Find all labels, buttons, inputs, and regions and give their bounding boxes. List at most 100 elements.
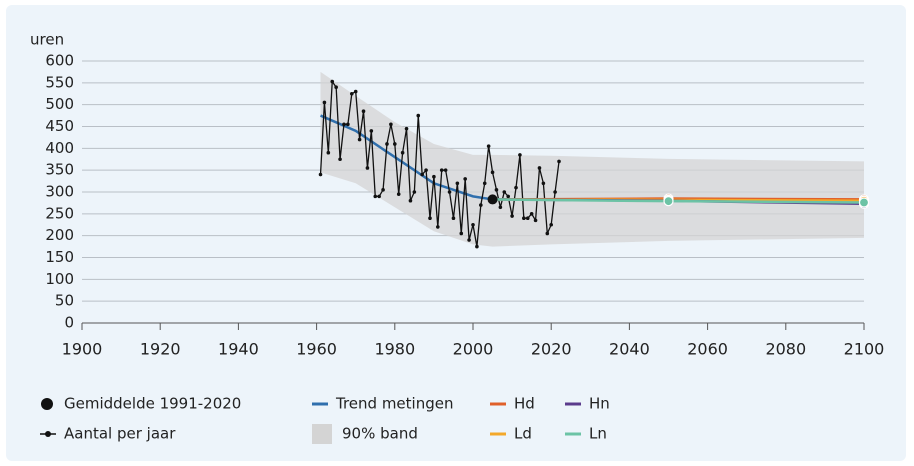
point <box>416 113 421 118</box>
point <box>522 216 526 220</box>
point <box>447 190 452 194</box>
point <box>404 126 409 131</box>
point <box>479 203 483 207</box>
point <box>330 79 335 84</box>
legend-label: Ln <box>589 425 607 443</box>
point <box>432 174 436 179</box>
point <box>487 194 498 205</box>
point <box>510 214 514 218</box>
point <box>338 157 342 162</box>
x-tick-label: 2060 <box>687 340 728 359</box>
point <box>533 218 538 223</box>
point <box>858 197 870 208</box>
point <box>549 222 553 227</box>
point <box>385 142 389 146</box>
legend-label: Aantal per jaar <box>64 425 176 443</box>
point <box>424 168 428 172</box>
point <box>369 129 374 133</box>
point <box>467 238 471 242</box>
point <box>514 185 518 190</box>
point <box>420 172 424 177</box>
y-tick-label: 100 <box>45 270 74 288</box>
y-tick-label: 300 <box>45 183 74 201</box>
point <box>502 190 507 194</box>
point <box>412 190 417 194</box>
point <box>408 198 413 203</box>
legend-marker <box>41 398 53 410</box>
band <box>320 71 864 247</box>
point <box>471 222 475 227</box>
point <box>482 181 487 186</box>
legend-label: Ld <box>514 425 532 443</box>
point <box>518 153 522 157</box>
point <box>506 194 510 199</box>
x-tick-label: 2040 <box>609 340 650 359</box>
y-tick-label: 0 <box>64 314 74 332</box>
y-tick-label: 600 <box>45 52 74 70</box>
point <box>322 100 327 105</box>
point <box>486 144 491 148</box>
y-tick-label: 350 <box>45 161 74 179</box>
x-tick-label: 2080 <box>765 340 806 359</box>
x-tick-label: 1960 <box>296 340 337 359</box>
x-tick-label: 2000 <box>453 340 494 359</box>
point <box>529 212 534 216</box>
point <box>381 188 385 192</box>
point <box>428 216 432 220</box>
point <box>396 192 401 196</box>
point <box>389 122 393 127</box>
x-tick-label: 1940 <box>218 340 259 359</box>
point <box>342 122 346 127</box>
point <box>436 225 440 229</box>
legend-marker <box>312 424 332 444</box>
point <box>545 231 550 236</box>
point <box>525 216 530 220</box>
point <box>373 194 378 199</box>
point <box>463 177 467 181</box>
point <box>318 172 323 177</box>
y-tick-label: 450 <box>45 117 74 135</box>
point <box>365 166 370 170</box>
y-tick-label: 250 <box>45 204 74 222</box>
y-tick-label: 500 <box>45 95 74 113</box>
legend-label: 90% band <box>342 425 418 443</box>
y-axis-label: uren <box>30 31 64 49</box>
legend-label: Hd <box>514 395 535 413</box>
point <box>393 142 397 146</box>
point <box>443 168 448 172</box>
legend-marker <box>45 431 51 437</box>
series-line <box>319 79 560 247</box>
point <box>400 150 405 155</box>
point <box>353 89 358 94</box>
point <box>475 244 479 249</box>
point <box>377 194 381 199</box>
x-tick-label: 2020 <box>531 340 572 359</box>
y-tick-label: 50 <box>55 292 74 310</box>
point <box>494 188 499 192</box>
point <box>553 190 557 194</box>
y-tick-label: 150 <box>45 248 74 266</box>
point <box>490 170 495 175</box>
point <box>459 231 464 236</box>
x-tick-label: 1900 <box>62 340 103 359</box>
point <box>346 122 350 127</box>
legend-label: Hn <box>589 395 610 413</box>
point <box>349 91 354 96</box>
series-line <box>320 114 493 201</box>
point <box>361 109 366 114</box>
point <box>541 181 546 186</box>
point <box>498 205 503 210</box>
legend-label: Gemiddelde 1991-2020 <box>64 395 241 413</box>
point <box>451 216 456 220</box>
point <box>537 166 542 170</box>
y-tick-label: 200 <box>45 226 74 244</box>
y-tick-label: 550 <box>45 73 74 91</box>
x-tick-label: 2100 <box>844 340 885 359</box>
point <box>439 168 444 172</box>
point <box>455 181 460 186</box>
point <box>326 150 331 155</box>
legend-label: Trend metingen <box>335 395 453 413</box>
point <box>357 137 362 142</box>
y-tick-label: 400 <box>45 139 74 157</box>
